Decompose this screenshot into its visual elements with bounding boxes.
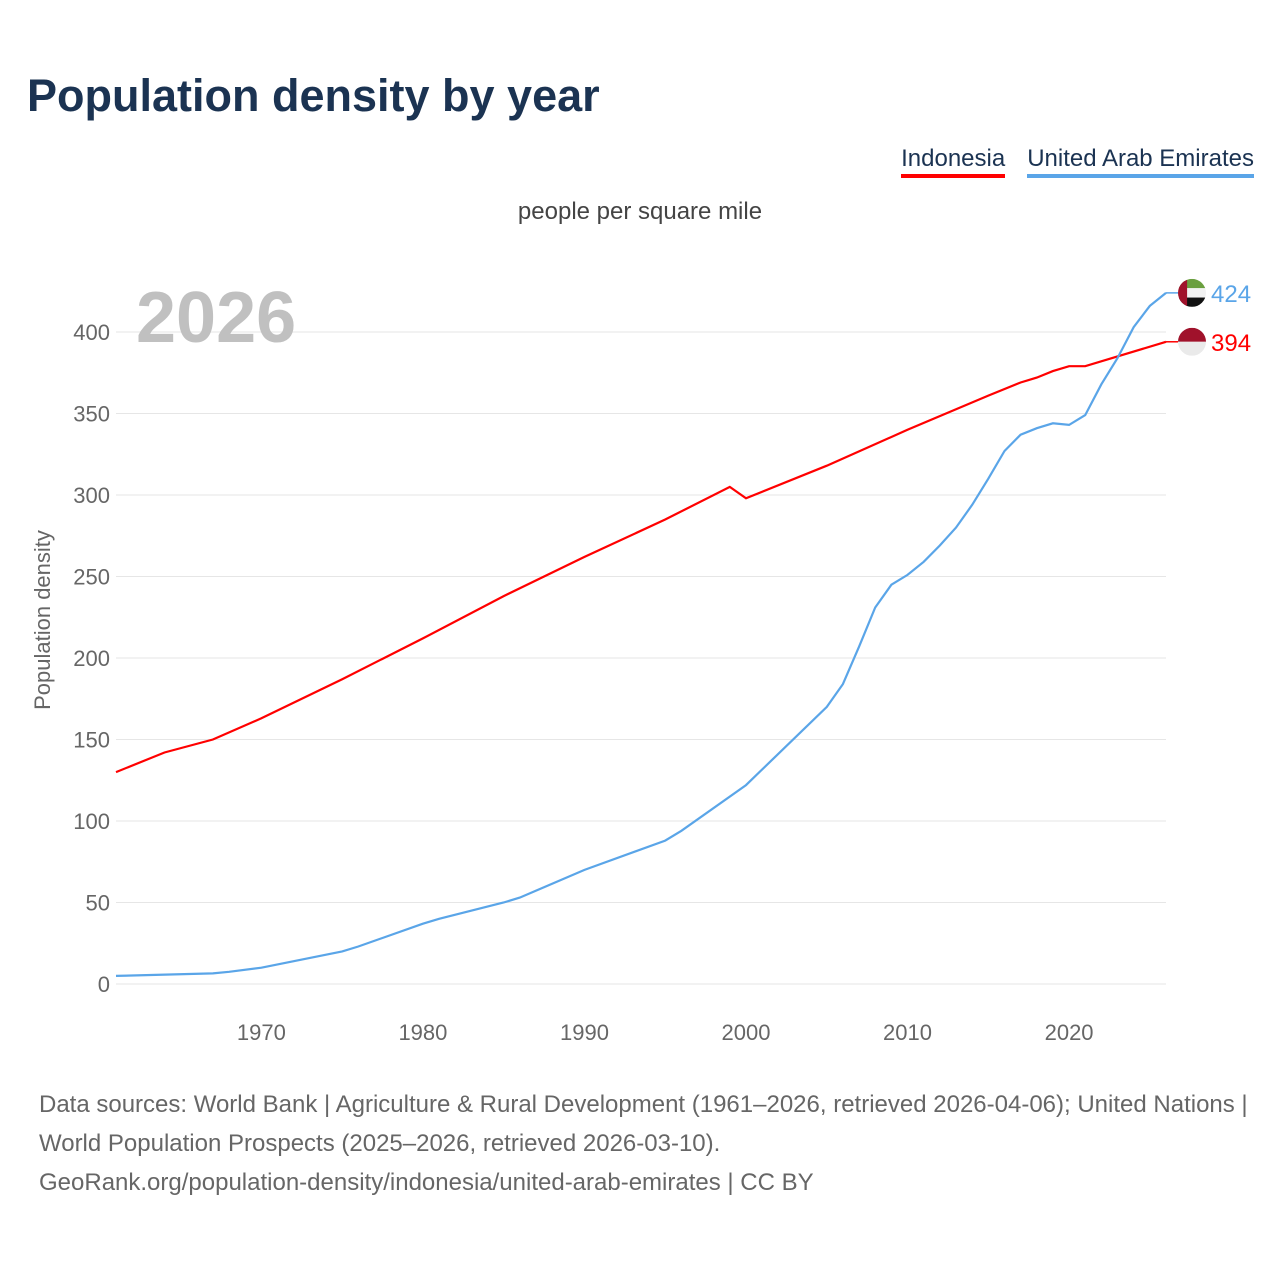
year-watermark: 2026 (136, 278, 296, 358)
indonesia-flag-icon (1178, 327, 1206, 356)
y-tick-label: 350 (73, 402, 110, 427)
x-tick-label: 1970 (237, 1020, 286, 1045)
y-tick-label: 250 (73, 565, 110, 590)
y-tick-label: 100 (73, 809, 110, 834)
y-tick-label: 300 (73, 483, 110, 508)
series-line-indonesia (115, 340, 1167, 774)
end-value-label: 394 (1211, 330, 1251, 357)
y-tick-label: 50 (86, 891, 110, 916)
uae-flag-icon (1178, 278, 1206, 307)
y-tick-label: 0 (98, 972, 110, 997)
y-axis-label: Population density (30, 530, 55, 710)
series-line-uae (115, 292, 1167, 977)
y-tick-label: 200 (73, 646, 110, 671)
legend-item-uae[interactable]: United Arab Emirates (1027, 145, 1254, 178)
x-tick-label: 2020 (1045, 1020, 1094, 1045)
x-tick-label: 2010 (883, 1020, 932, 1045)
end-value-label: 424 (1211, 281, 1251, 308)
page-title: Population density by year (27, 70, 600, 121)
y-tick-label: 150 (73, 728, 110, 753)
legend: Indonesia United Arab Emirates (901, 145, 1254, 178)
legend-item-indonesia[interactable]: Indonesia (901, 145, 1006, 178)
source-link[interactable]: GeoRank.org/population-density/indonesia… (39, 1169, 814, 1196)
x-tick-label: 1990 (560, 1020, 609, 1045)
data-sources: Data sources: World Bank | Agriculture &… (39, 1091, 1248, 1157)
x-tick-label: 1980 (398, 1020, 447, 1045)
x-tick-label: 2000 (722, 1020, 771, 1045)
footer: Data sources: World Bank | Agriculture &… (39, 1085, 1249, 1202)
y-tick-label: 400 (73, 320, 110, 345)
unit-label: people per square mile (517, 198, 763, 225)
